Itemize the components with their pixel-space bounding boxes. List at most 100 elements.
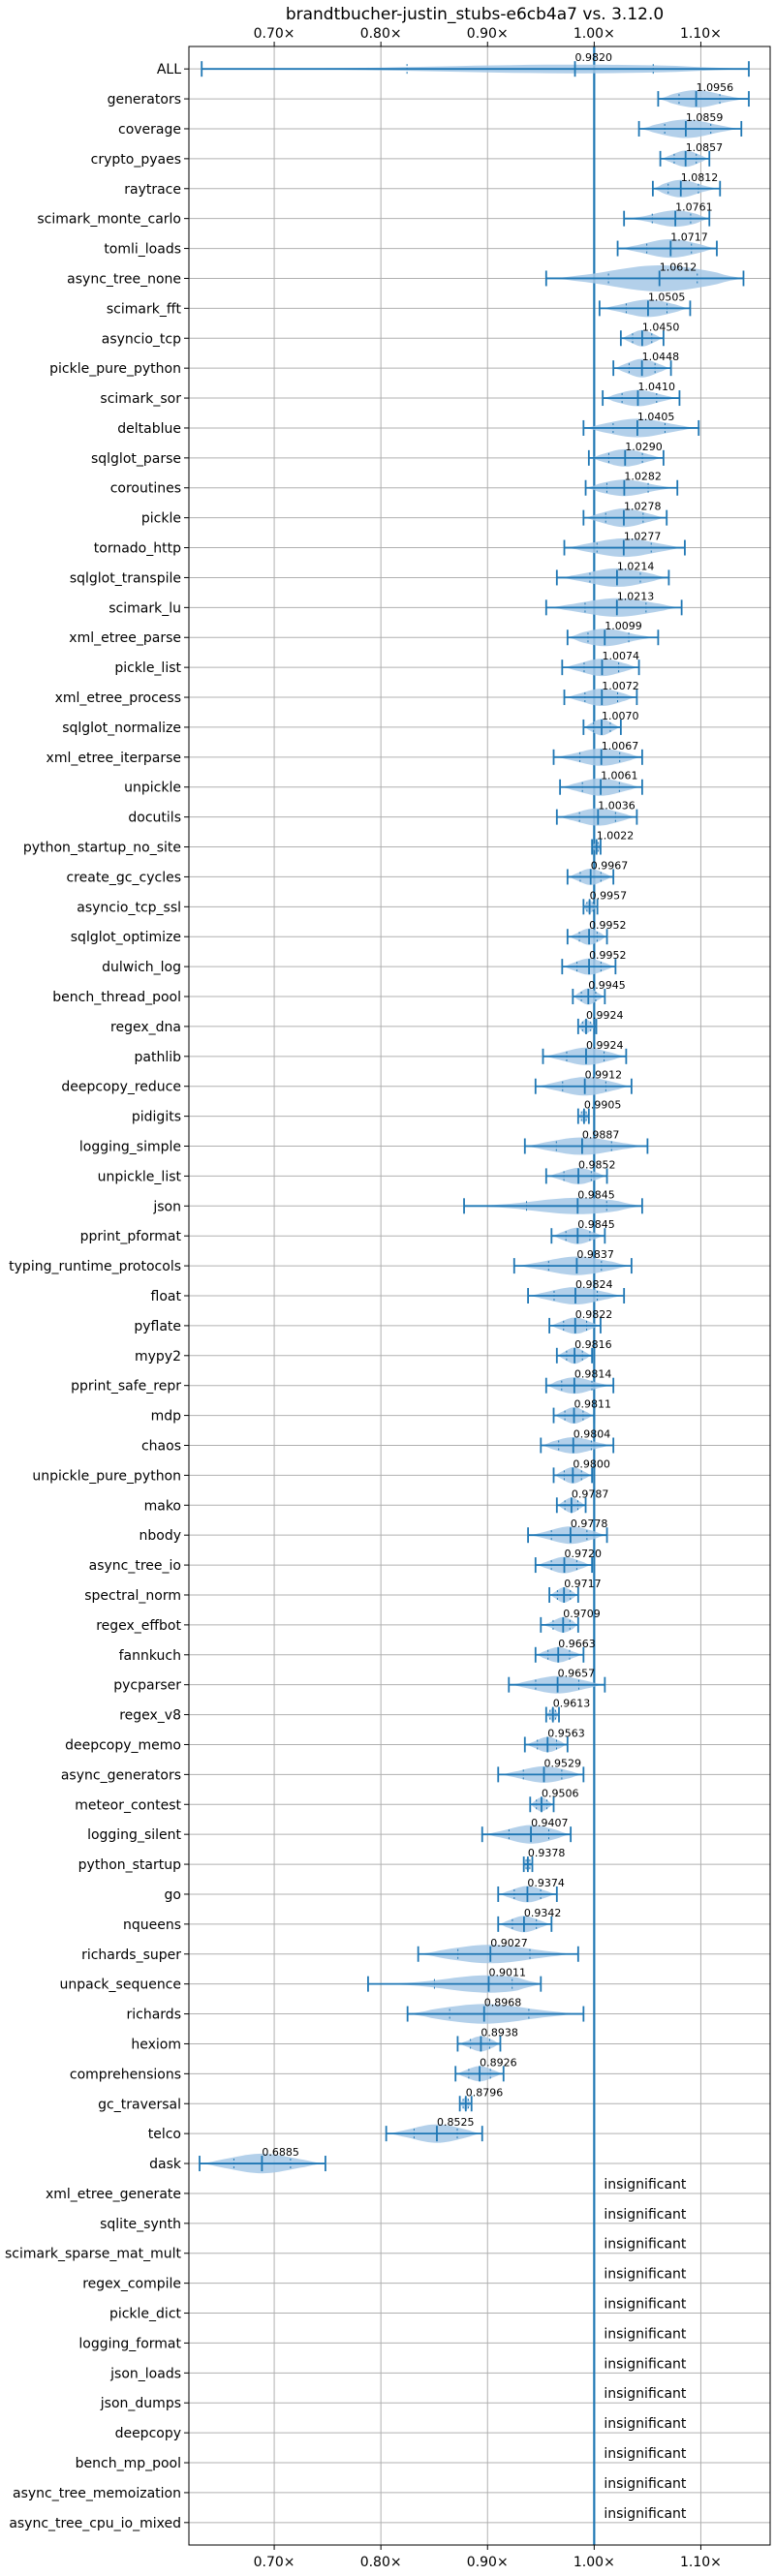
data-label: 0.9924	[586, 1009, 624, 1022]
y-tick-label: json_dumps	[100, 2396, 181, 2411]
data-label: 1.0859	[686, 111, 724, 124]
y-tick-label: pidigits	[132, 1110, 181, 1125]
x-tick-label-bottom: 1.10×	[680, 2555, 722, 2570]
y-tick-label: xml_etree_iterparse	[46, 751, 181, 766]
y-tick-label: pycparser	[113, 1678, 181, 1694]
y-tick-label: async_tree_io	[89, 1558, 181, 1574]
x-tick-label-top: 0.80×	[360, 26, 402, 42]
data-label: 1.0213	[617, 590, 655, 602]
data-label: 1.0074	[602, 650, 639, 662]
data-label: 0.9804	[574, 1427, 611, 1440]
data-label: 0.9912	[585, 1069, 623, 1082]
y-tick-label: nbody	[140, 1528, 182, 1544]
y-tick-label: python_startup	[78, 1857, 181, 1873]
data-label: 1.0022	[597, 830, 635, 843]
x-tick-label-top: 0.90×	[467, 26, 509, 42]
data-label: 0.6885	[262, 2146, 299, 2159]
y-tick-label: generators	[108, 92, 181, 107]
y-tick-label: sqlite_synth	[100, 2217, 181, 2232]
y-tick-label: docutils	[128, 811, 181, 826]
y-tick-label: regex_dna	[110, 1020, 181, 1035]
y-tick-label: spectral_norm	[84, 1588, 181, 1604]
y-tick-label: sqlglot_parse	[91, 451, 181, 467]
y-tick-label: crypto_pyaes	[91, 152, 181, 168]
data-label: 0.9663	[558, 1638, 596, 1650]
data-label: 0.9027	[490, 1937, 528, 1949]
data-label: 0.9529	[543, 1757, 581, 1769]
data-label: 1.0290	[625, 441, 663, 453]
data-label: 0.9837	[576, 1248, 614, 1261]
y-tick-label: float	[151, 1289, 182, 1304]
y-tick-label: sqlglot_normalize	[62, 721, 181, 736]
data-label: 0.8968	[484, 1997, 522, 2009]
y-tick-label: sqlglot_transpile	[70, 570, 181, 586]
y-tick-label: tornado_http	[94, 541, 181, 557]
y-tick-label: scimark_fft	[107, 301, 182, 317]
insignificant-label: insignificant	[604, 2476, 687, 2492]
y-tick-label: typing_runtime_protocols	[9, 1259, 181, 1274]
y-tick-label: pathlib	[135, 1050, 182, 1065]
data-label: 0.9811	[574, 1398, 612, 1411]
data-label: 0.9374	[527, 1877, 565, 1889]
y-tick-label: scimark_sparse_mat_mult	[5, 2247, 181, 2262]
data-label: 0.8938	[480, 2026, 517, 2039]
data-label: 0.9800	[573, 1457, 610, 1470]
data-label: 0.8796	[466, 2086, 504, 2099]
data-label: 1.0612	[660, 261, 698, 273]
data-label: 0.9924	[586, 1039, 624, 1052]
data-label: 0.9952	[589, 919, 627, 932]
y-tick-label: deepcopy_memo	[65, 1737, 181, 1753]
data-label: 0.9717	[564, 1578, 602, 1590]
insignificant-label: insignificant	[604, 2326, 687, 2342]
y-tick-label: scimark_lu	[108, 600, 181, 616]
y-tick-label: unpack_sequence	[60, 1978, 181, 1993]
y-tick-label: deepcopy	[115, 2426, 181, 2441]
y-tick-label: bench_thread_pool	[52, 990, 181, 1005]
data-label: 0.8926	[480, 2056, 517, 2069]
data-label: 0.9822	[575, 1308, 613, 1321]
label-layer: 0.9820 1.0956 1.0859 1.0857 1.0812 1.0761 1.07…	[262, 51, 733, 2522]
data-label: 0.9011	[488, 1967, 526, 1979]
y-tick-label: pickle_dict	[109, 2307, 182, 2322]
y-tick-label: pickle_pure_python	[49, 361, 181, 377]
y-tick-label: mako	[144, 1498, 181, 1514]
data-label: 0.9814	[574, 1368, 612, 1381]
y-tick-label: regex_v8	[119, 1708, 181, 1724]
y-tick-label: unpickle_list	[98, 1169, 182, 1184]
y-tick-label: async_tree_memoization	[13, 2486, 181, 2501]
violin-layer	[199, 46, 750, 2545]
y-tick-label: mypy2	[135, 1349, 181, 1365]
data-label: 0.9613	[553, 1698, 591, 1710]
y-tick-label: fannkuch	[119, 1648, 181, 1664]
x-tick-label-top: 1.00×	[574, 26, 615, 42]
data-label: 1.0448	[642, 351, 680, 363]
data-label: 0.9845	[577, 1218, 615, 1231]
data-label: 0.9905	[584, 1099, 622, 1112]
data-label: 1.0410	[637, 381, 675, 393]
y-tick-label: deepcopy_reduce	[61, 1080, 181, 1095]
insignificant-label: insignificant	[604, 2506, 687, 2522]
y-tick-label: go	[165, 1887, 181, 1903]
y-tick-label: pyflate	[134, 1319, 181, 1334]
y-tick-label: unpickle	[124, 781, 181, 796]
data-label: 0.9820	[575, 51, 613, 64]
data-label: 1.0450	[642, 321, 680, 333]
data-label: 1.0278	[624, 501, 662, 513]
data-label: 0.9967	[591, 859, 629, 872]
plot-frame	[188, 46, 771, 2546]
data-label: 0.9824	[575, 1278, 613, 1291]
data-label: 0.9852	[578, 1158, 616, 1171]
y-tick-label: richards_super	[81, 1947, 181, 1963]
y-tick-label: regex_compile	[82, 2277, 181, 2292]
y-tick-label: dulwich_log	[102, 960, 181, 975]
data-label: 0.9563	[547, 1727, 585, 1739]
insignificant-label: insignificant	[604, 2267, 687, 2283]
insignificant-label: insignificant	[604, 2416, 687, 2432]
y-tick-label: create_gc_cycles	[66, 870, 181, 885]
axis-layer: 0.70× 0.70× 0.80× 0.80× 0.90× 0.90× 1.00× 1.00×…	[5, 26, 722, 2570]
data-label: 1.0857	[686, 141, 724, 154]
data-label: 0.9378	[528, 1847, 566, 1859]
data-label: 1.0099	[604, 620, 642, 632]
data-label: 0.9407	[531, 1817, 569, 1829]
